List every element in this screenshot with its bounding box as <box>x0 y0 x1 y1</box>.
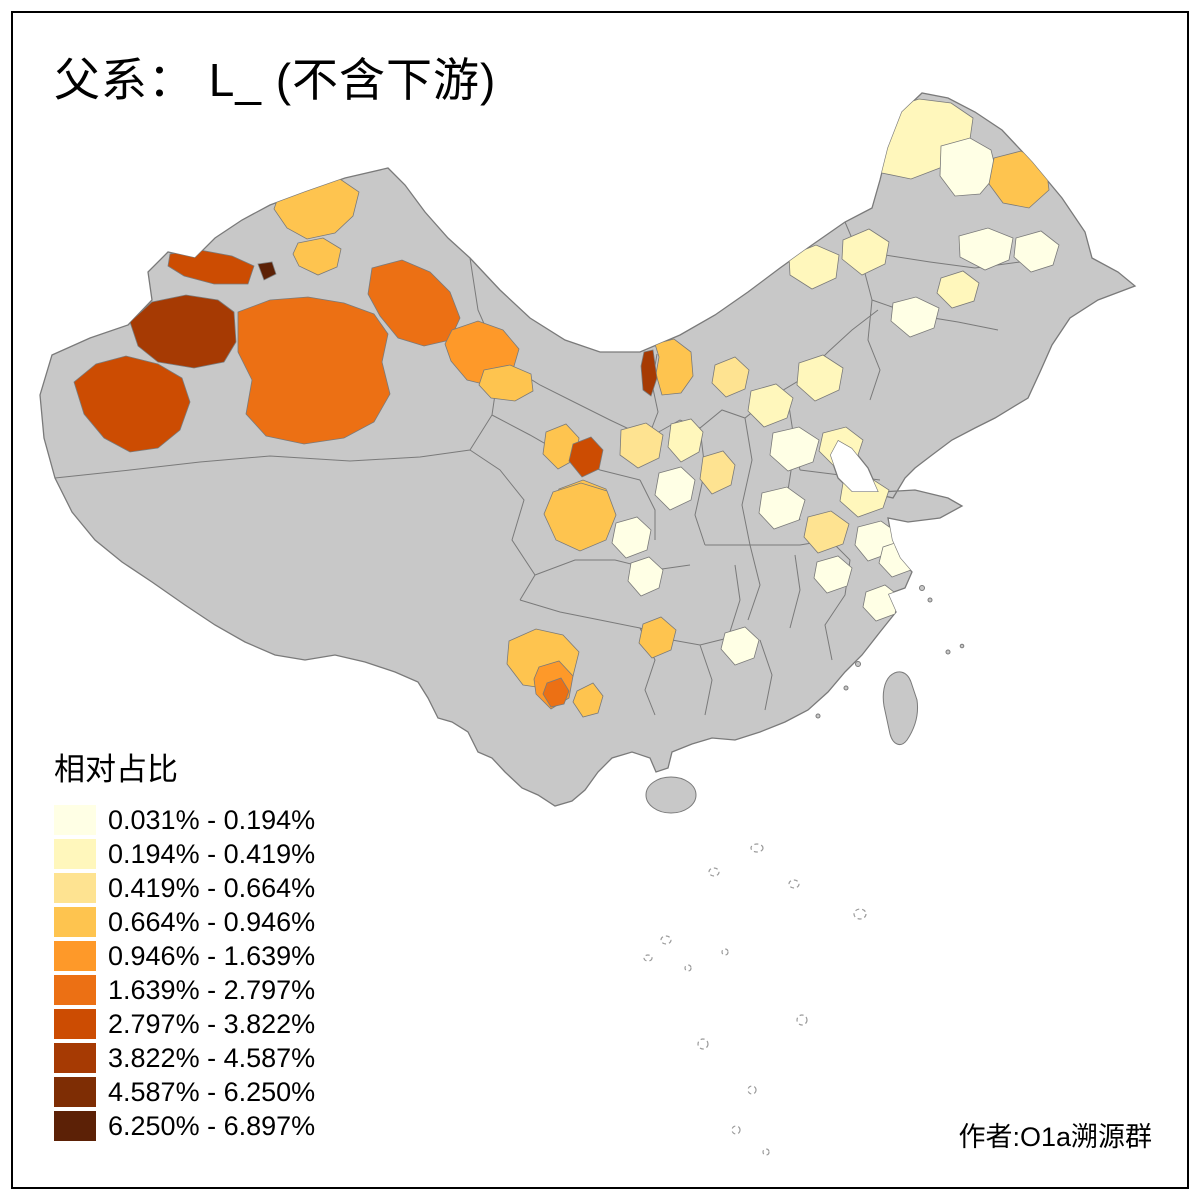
coastal-islet <box>815 713 821 719</box>
legend-label: 2.797% - 3.822% <box>108 1008 316 1039</box>
map-region <box>936 270 980 309</box>
legend-swatch <box>54 1111 96 1141</box>
map-region <box>638 616 677 659</box>
map-region <box>237 296 391 445</box>
legend-item: 0.946% - 1.639% <box>54 939 315 973</box>
legend-label: 3.822% - 4.587% <box>108 1042 316 1073</box>
map-region <box>747 383 794 428</box>
map-region <box>1013 230 1060 273</box>
islands <box>645 585 965 814</box>
map-region <box>758 486 806 530</box>
map-region <box>699 450 736 495</box>
map-region <box>542 677 570 708</box>
legend-label: 0.946% - 1.639% <box>108 940 316 971</box>
legend-title: 相对占比 <box>54 752 178 787</box>
legend-swatch <box>54 1043 96 1073</box>
legend-item: 1.639% - 2.797% <box>54 973 315 1007</box>
map-region <box>667 418 704 463</box>
legend-swatch <box>54 839 96 869</box>
legend-swatch <box>54 975 96 1005</box>
legend: 相对占比 0.031% - 0.194% 0.194% - 0.419% 0.4… <box>54 744 315 1143</box>
map-region <box>711 356 750 398</box>
map-region <box>572 682 604 718</box>
coastal-islet <box>843 685 849 691</box>
colored-regions <box>73 98 1060 718</box>
coastal-islet <box>919 585 925 591</box>
legend-swatch <box>54 873 96 903</box>
legend-swatch <box>54 805 96 835</box>
map-region <box>167 249 255 285</box>
sea-islet <box>721 948 729 956</box>
map-region <box>803 510 850 554</box>
coastal-islet <box>945 649 951 655</box>
legend-item: 0.419% - 0.664% <box>54 871 315 905</box>
map-region <box>813 555 853 594</box>
legend-swatch <box>54 941 96 971</box>
sea-islet <box>750 843 764 853</box>
map-region <box>796 354 844 402</box>
map-region <box>619 422 664 469</box>
legend-item: 2.797% - 3.822% <box>54 1007 315 1041</box>
legend-label: 6.250% - 6.897% <box>108 1110 316 1141</box>
map-region <box>720 626 760 666</box>
map-region <box>939 137 998 197</box>
map-region <box>73 355 191 453</box>
map-region <box>543 482 617 552</box>
legend-swatch <box>54 1077 96 1107</box>
sea-islet <box>747 1085 757 1095</box>
legend-item: 0.194% - 0.419% <box>54 837 315 871</box>
sea-islet <box>762 1148 770 1156</box>
legend-label: 4.587% - 6.250% <box>108 1076 316 1107</box>
coastal-islet <box>855 661 861 667</box>
map-region <box>769 426 820 472</box>
legend-item: 4.587% - 6.250% <box>54 1075 315 1109</box>
sea-islet <box>731 1125 741 1135</box>
legend-label: 0.194% - 0.419% <box>108 838 316 869</box>
legend-item: 0.031% - 0.194% <box>54 803 315 837</box>
sea-islet <box>697 1038 709 1050</box>
sea-islet <box>853 908 867 920</box>
coastal-islet <box>959 643 965 649</box>
taiwan-island <box>882 671 918 746</box>
map-title: 父系： L_ (不含下游) <box>54 54 497 106</box>
sea-islet <box>660 935 672 945</box>
map-region <box>654 466 696 511</box>
legend-swatch <box>54 907 96 937</box>
map-region <box>611 516 652 559</box>
map-region <box>292 237 342 276</box>
sea-islet <box>796 1014 808 1026</box>
attribution: 作者:O1a溯源群 <box>958 1122 1152 1152</box>
map-region <box>890 296 940 338</box>
legend-item: 3.822% - 4.587% <box>54 1041 315 1075</box>
sea-islet <box>708 867 720 877</box>
legend-label: 0.419% - 0.664% <box>108 872 316 903</box>
legend-swatch <box>54 1009 96 1039</box>
map-region <box>958 227 1014 271</box>
sea-islet <box>643 954 653 962</box>
legend-item: 0.664% - 0.946% <box>54 905 315 939</box>
map-region <box>478 364 534 402</box>
map-region <box>841 228 890 276</box>
south-china-sea-islands <box>643 843 867 1156</box>
map-region <box>788 244 840 290</box>
map-region <box>568 436 604 478</box>
legend-item: 6.250% - 6.897% <box>54 1109 315 1143</box>
legend-label: 1.639% - 2.797% <box>108 974 316 1005</box>
map-region <box>257 261 277 281</box>
sea-islet <box>684 964 692 972</box>
hainan-island <box>645 776 697 814</box>
map-region <box>129 294 237 369</box>
coastal-islet <box>927 597 933 603</box>
map-region <box>654 338 694 396</box>
legend-label: 0.031% - 0.194% <box>108 804 316 835</box>
map-region <box>640 349 658 397</box>
sea-islet <box>788 879 800 889</box>
map-region <box>627 556 664 597</box>
legend-label: 0.664% - 0.946% <box>108 906 316 937</box>
